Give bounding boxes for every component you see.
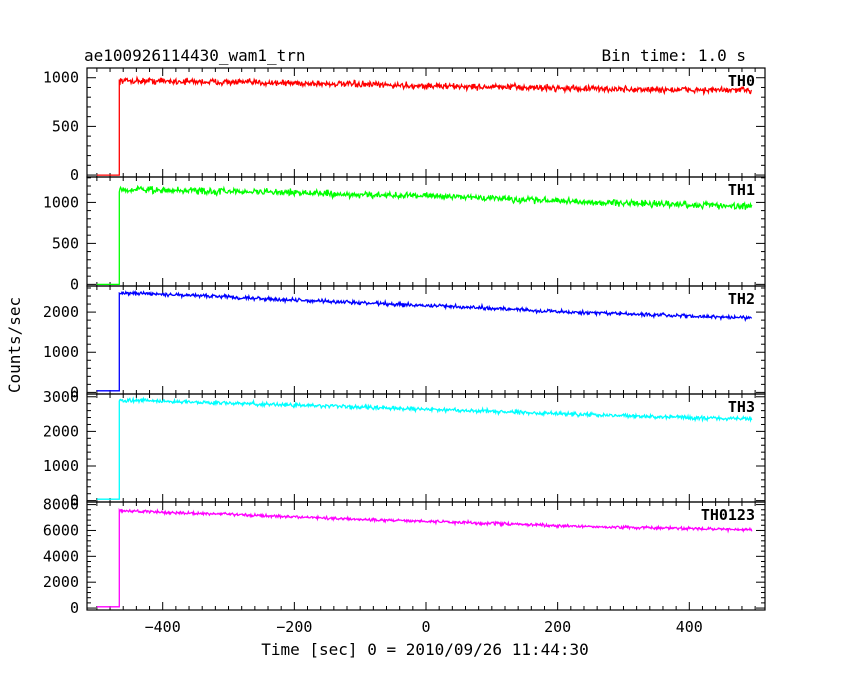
y-axis-title: Counts/sec <box>5 297 24 393</box>
y-tick-label: 2000 <box>43 422 79 440</box>
y-tick-label: 0 <box>70 166 79 184</box>
series-line-th0 <box>96 75 753 176</box>
x-tick-label: 400 <box>676 618 703 636</box>
series-line-th1 <box>96 184 753 286</box>
y-tick-label: 1000 <box>43 193 79 211</box>
y-tick-label: 500 <box>52 234 79 252</box>
panel-th0123: 0 2000 4000 6000 8000 TH0123 <box>43 496 766 617</box>
y-tick-label: 3000 <box>43 388 79 406</box>
y-tick-label: 8000 <box>43 496 79 514</box>
x-tick-label: −400 <box>145 618 181 636</box>
panel-label-th0: TH0 <box>728 72 755 90</box>
series-line-th3 <box>96 396 753 500</box>
y-tick-label: 0 <box>70 599 79 617</box>
panel-frame <box>86 501 766 611</box>
panel-th1: 0 500 1000 TH1 <box>43 176 766 293</box>
y-tick-label: 1000 <box>43 457 79 475</box>
panel-frame <box>86 67 766 178</box>
series-line-th2 <box>96 290 753 392</box>
y-tick-label: 0 <box>70 383 79 401</box>
x-axis-title: Time [sec] 0 = 2010/09/26 11:44:30 <box>261 640 589 659</box>
y-tick-label: 2000 <box>43 573 79 591</box>
y-tick-label: 2000 <box>43 303 79 321</box>
x-tick-label: 200 <box>544 618 571 636</box>
chart-title: ae100926114430_wam1_trn <box>84 46 306 65</box>
panel-th2: 0 1000 2000 TH2 <box>43 285 766 401</box>
panel-label-th1: TH1 <box>728 181 755 199</box>
y-tick-label: 0 <box>70 275 79 293</box>
panel-label-th2: TH2 <box>728 290 755 308</box>
y-tick-label: 1000 <box>43 343 79 361</box>
panel-frame <box>86 285 766 395</box>
panel-label-th0123: TH0123 <box>701 506 755 524</box>
panel-th0: 0 500 1000 TH0 <box>43 67 766 184</box>
x-tick-label: 0 <box>421 618 430 636</box>
bin-time-label: Bin time: 1.0 s <box>602 46 747 65</box>
panel-label-th3: TH3 <box>728 398 755 416</box>
y-tick-label: 4000 <box>43 547 79 565</box>
series-line-th0123 <box>96 507 753 608</box>
y-tick-label: 0 <box>70 492 79 510</box>
y-tick-label: 500 <box>52 117 79 135</box>
y-tick-label: 1000 <box>43 69 79 87</box>
y-tick-label: 6000 <box>43 521 79 539</box>
panel-frame <box>86 393 766 503</box>
x-tick-label: −200 <box>276 618 312 636</box>
panel-th3: 0 1000 2000 3000 TH3 <box>43 388 766 510</box>
